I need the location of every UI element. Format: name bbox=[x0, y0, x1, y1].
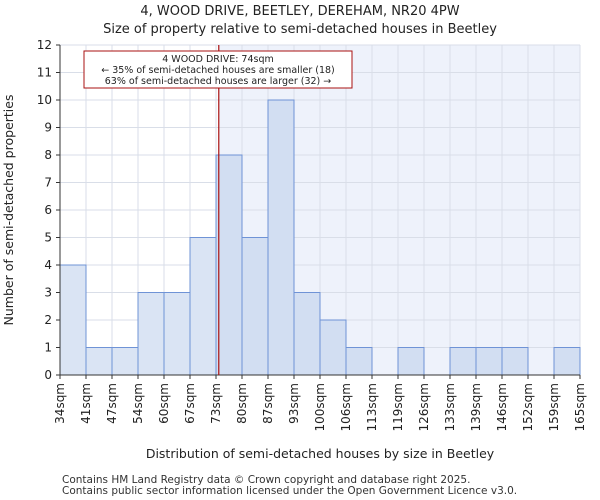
y-tick-label: 10 bbox=[37, 93, 52, 107]
histogram-bar bbox=[137, 292, 165, 376]
annotation-title: 4 WOOD DRIVE: 74sqm bbox=[162, 54, 274, 65]
histogram-bar bbox=[85, 347, 113, 376]
annotation-smaller: ← 35% of semi-detached houses are smalle… bbox=[101, 65, 335, 76]
histogram-bar bbox=[215, 154, 243, 376]
y-tick-label: 2 bbox=[44, 313, 52, 327]
x-tick-label: 54sqm bbox=[131, 383, 145, 424]
y-axis-title: Number of semi-detached properties bbox=[1, 95, 16, 326]
x-tick-label: 80sqm bbox=[235, 383, 249, 424]
y-tick-label: 9 bbox=[44, 121, 52, 135]
x-tick-label: 139sqm bbox=[469, 383, 483, 431]
y-tick-label: 3 bbox=[44, 286, 52, 300]
histogram-bar bbox=[111, 347, 139, 376]
x-tick-label: 47sqm bbox=[105, 383, 119, 424]
histogram-bar bbox=[397, 347, 425, 376]
x-tick-label: 100sqm bbox=[313, 383, 327, 431]
chart-subtitle: Size of property relative to semi-detach… bbox=[103, 22, 497, 37]
histogram-bar bbox=[319, 319, 347, 376]
histogram-bar bbox=[501, 347, 529, 376]
x-tick-label: 73sqm bbox=[209, 383, 223, 424]
x-tick-label: 60sqm bbox=[157, 383, 171, 424]
x-tick-label: 146sqm bbox=[495, 383, 509, 431]
histogram-bar bbox=[553, 347, 581, 376]
y-tick-label: 6 bbox=[44, 203, 52, 217]
x-tick-label: 34sqm bbox=[53, 383, 67, 424]
histogram-bar bbox=[189, 237, 217, 376]
y-tick-label: 7 bbox=[44, 176, 52, 190]
y-tick-label: 5 bbox=[44, 231, 52, 245]
histogram-bar bbox=[59, 264, 87, 376]
y-tick-label: 1 bbox=[44, 341, 52, 355]
y-tick-label: 8 bbox=[44, 148, 52, 162]
x-tick-label: 152sqm bbox=[521, 383, 535, 431]
footer-licence: Contains public sector information licen… bbox=[62, 485, 518, 497]
x-tick-label: 67sqm bbox=[183, 383, 197, 424]
histogram-bar bbox=[293, 292, 321, 376]
x-tick-label: 106sqm bbox=[339, 383, 353, 431]
chart-title-address: 4, WOOD DRIVE, BEETLEY, DEREHAM, NR20 4P… bbox=[140, 4, 460, 19]
histogram-bar bbox=[475, 347, 503, 376]
x-tick-label: 159sqm bbox=[547, 383, 561, 431]
x-tick-label: 113sqm bbox=[365, 383, 379, 431]
histogram-bar bbox=[267, 99, 295, 376]
histogram-bar bbox=[449, 347, 477, 376]
y-tick-label: 4 bbox=[44, 258, 52, 272]
y-tick-label: 11 bbox=[37, 66, 52, 80]
x-tick-label: 165sqm bbox=[573, 383, 587, 431]
annotation-larger: 63% of semi-detached houses are larger (… bbox=[105, 76, 332, 87]
footer-copyright: Contains HM Land Registry data © Crown c… bbox=[62, 474, 471, 486]
x-tick-label: 87sqm bbox=[261, 383, 275, 424]
x-tick-label: 119sqm bbox=[391, 383, 405, 431]
histogram-bar bbox=[241, 237, 269, 376]
histogram-bar bbox=[163, 292, 191, 376]
x-axis-title: Distribution of semi-detached houses by … bbox=[146, 446, 495, 461]
x-tick-label: 133sqm bbox=[443, 383, 457, 431]
histogram-bar bbox=[345, 347, 373, 376]
y-tick-label: 0 bbox=[44, 368, 52, 382]
y-tick-label: 12 bbox=[37, 38, 52, 52]
x-tick-label: 41sqm bbox=[79, 383, 93, 424]
x-tick-label: 93sqm bbox=[287, 383, 301, 424]
annotation-box bbox=[83, 50, 353, 89]
x-tick-label: 126sqm bbox=[417, 383, 431, 431]
